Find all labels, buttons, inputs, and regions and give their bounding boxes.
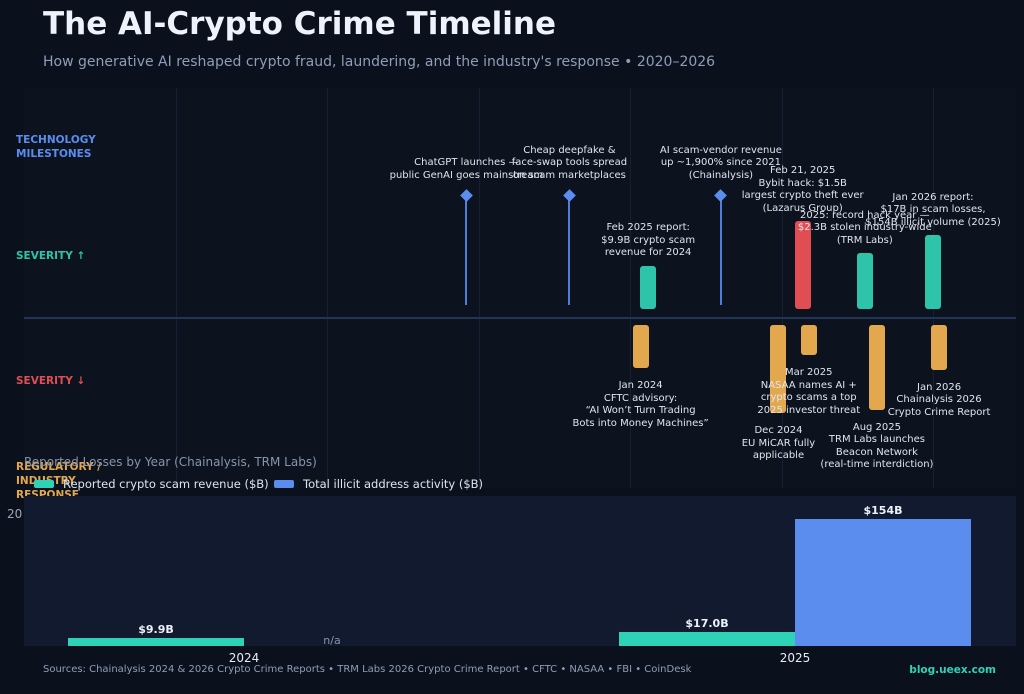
crime-event-label: Jan 2026 report: $17B in scam losses, $154… xyxy=(865,192,1000,230)
crime-event-label: Feb 21, 2025 Bybit hack: $1.5B largest cry… xyxy=(742,165,864,215)
tech-milestone-label-line: AI scam-vendor revenue xyxy=(659,144,782,156)
crime-event-label-line: Bybit hack: $1.5B xyxy=(758,177,847,189)
tech-milestone-label: Cheap deepfake & face-swap tools spread on… xyxy=(512,145,627,183)
missing-value-label: n/a xyxy=(323,634,341,647)
page-subtitle: How generative AI reshaped crypto fraud,… xyxy=(43,54,716,70)
regulatory-event-bar xyxy=(770,325,787,413)
regulatory-event-bar xyxy=(931,325,948,370)
crime-event-label-line: $17B in scam losses, xyxy=(880,204,986,216)
bar-value-label: $154B xyxy=(863,503,903,517)
regulatory-event-label: Dec 2024 EU MiCAR fully applicable xyxy=(742,425,816,463)
row-label-severity-down: SEVERITY ↓ xyxy=(16,375,86,387)
regulatory-event-bar xyxy=(800,325,817,356)
bar-value-label: $17.0B xyxy=(685,616,729,630)
regulatory-event-label-line: applicable xyxy=(752,450,805,461)
brand-link[interactable]: blog.ueex.com xyxy=(909,664,996,676)
timeline-axis xyxy=(24,317,1016,319)
bar-illicit-volume xyxy=(795,518,971,646)
tech-milestone-label: ChatGPT launches — public GenAI goes main… xyxy=(390,157,544,182)
bar-scam-revenue xyxy=(619,631,795,646)
regulatory-event-label-line: Crypto Crime Report xyxy=(887,406,991,418)
regulatory-event-label-line: Bots into Money Machines” xyxy=(572,417,709,429)
legend-label-illicit: Total illicit address activity ($B) xyxy=(303,477,484,491)
tech-milestone-label: AI scam-vendor revenue up ~1,900% since 2… xyxy=(660,145,782,183)
regulatory-event-label-line: Mar 2025 xyxy=(785,367,833,379)
legend-illicit-volume: Total illicit address activity ($B) xyxy=(274,477,483,491)
tech-milestone-label-line: Cheap deepfake & xyxy=(523,144,616,156)
year-gridline xyxy=(478,88,480,488)
regulatory-event-label-line: Jan 2024 xyxy=(618,380,663,392)
crime-event-label-line: largest crypto theft ever xyxy=(741,190,864,201)
tech-milestone-label-line: up ~1,900% since 2021 xyxy=(660,157,781,168)
regulatory-event-label-line: crypto scams a top xyxy=(760,392,857,404)
year-gridline xyxy=(175,88,177,488)
tech-milestone-label-line: on scam marketplaces xyxy=(512,169,626,181)
tech-stem xyxy=(465,200,468,305)
crime-event-label-line: $154B illicit volume (2025) xyxy=(865,216,1001,228)
bar-scam-revenue xyxy=(68,637,244,646)
year-gridline xyxy=(781,88,783,488)
regulatory-event-label-line: TRM Labs launches xyxy=(828,434,925,446)
x-tick-label: 2025 xyxy=(779,651,811,665)
crime-event-bar xyxy=(856,253,873,309)
regulatory-event-label-line: Chainalysis 2026 xyxy=(896,394,982,406)
year-gridline xyxy=(630,88,631,488)
crime-event-label-line: $9.9B crypto scam xyxy=(601,234,696,246)
tech-stem xyxy=(719,200,722,305)
crime-event-label-line: (TRM Labs) xyxy=(836,234,893,246)
regulatory-event-label: Mar 2025 NASAA names AI + crypto scams a t… xyxy=(757,367,860,417)
row-label-technology: TECHNOLOGY MILESTONES xyxy=(16,134,96,160)
tech-milestone-label-line: (Chainalysis) xyxy=(688,169,754,181)
sources-footer: Sources: Chainalysis 2024 & 2026 Crypto … xyxy=(43,664,692,675)
legend-swatch-scam xyxy=(34,480,54,488)
crime-event-label-line: Feb 21, 2025 xyxy=(769,165,836,176)
tech-milestone-label-line: public GenAI goes mainstream xyxy=(389,169,544,181)
crime-event-bar xyxy=(794,221,811,309)
legend-scam-revenue: Reported crypto scam revenue ($B) xyxy=(34,477,269,491)
regulatory-event-bar xyxy=(868,325,885,410)
regulatory-event-bar xyxy=(632,325,649,369)
regulatory-event-label-line: 2025 investor threat xyxy=(757,404,861,416)
regulatory-event-label-line: Dec 2024 xyxy=(754,425,803,436)
timeline-panel xyxy=(24,88,1016,488)
crime-event-label-line: (Lazarus Group) xyxy=(762,202,843,214)
regulatory-event-label-line: NASAA names AI + xyxy=(760,379,857,391)
regulatory-event-label: Jan 2026 Chainalysis 2026 Crypto Crime Rep… xyxy=(888,382,991,420)
crime-event-label-line: revenue for 2024 xyxy=(604,247,692,259)
bar-chart-title: Reported Losses by Year (Chainalysis, TR… xyxy=(24,455,317,469)
regulatory-event-label: Aug 2025 TRM Labs launches Beacon Network(… xyxy=(820,422,933,472)
regulatory-event-label-line: CFTC advisory: xyxy=(603,392,678,404)
regulatory-event-label-line: “AI Won’t Turn Trading xyxy=(585,405,696,417)
regulatory-event-label-line: Aug 2025 xyxy=(852,421,902,433)
page-title: The AI-Crypto Crime Timeline xyxy=(43,6,556,42)
crime-event-label-line: $2.3B stolen industry-wide xyxy=(797,222,932,233)
crime-event-bar xyxy=(925,235,941,309)
crime-event-label: 2025: record hack year — $2.3B stolen ind… xyxy=(798,210,932,248)
crime-event-label-line: Jan 2026 report: xyxy=(892,191,974,203)
regulatory-event-label-line: Jan 2026 xyxy=(917,381,962,393)
crime-event-label-line: 2025: record hack year — xyxy=(800,209,930,221)
x-tick-label: 2024 xyxy=(228,651,260,665)
crime-event-label: Feb 2025 report: $9.9B crypto scam revenue… xyxy=(601,222,695,260)
year-gridline xyxy=(327,88,328,488)
legend-swatch-illicit xyxy=(274,480,294,488)
crime-event-label-line: Feb 2025 report: xyxy=(606,222,690,234)
regulatory-event-label: Jan 2024 CFTC advisory: “AI Won’t Turn Tra… xyxy=(572,380,708,430)
tech-milestone-label-line: ChatGPT launches — xyxy=(414,157,519,168)
tech-milestone-label-line: face-swap tools spread xyxy=(511,157,628,168)
tech-stem xyxy=(568,200,571,305)
regulatory-event-label-line: EU MiCAR fully xyxy=(741,437,816,449)
bar-value-label: $9.9B xyxy=(138,622,174,636)
row-label-severity-up: SEVERITY ↑ xyxy=(16,250,86,262)
y-tick-label: 20 xyxy=(7,507,23,521)
legend-label-scam: Reported crypto scam revenue ($B) xyxy=(63,477,269,491)
crime-event-bar xyxy=(640,265,657,309)
regulatory-event-label-line: (real-time interdiction) xyxy=(820,459,934,471)
regulatory-event-label-line: Beacon Network xyxy=(835,446,918,458)
